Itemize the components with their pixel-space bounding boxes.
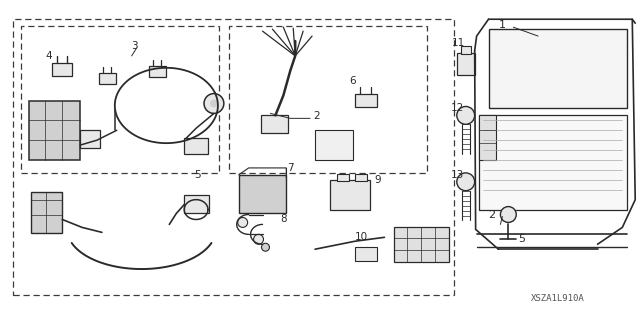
Bar bbox=[337, 174, 349, 181]
Text: 13: 13 bbox=[451, 170, 464, 180]
Text: 8: 8 bbox=[280, 214, 287, 225]
Bar bbox=[457, 53, 475, 75]
Text: 9: 9 bbox=[374, 175, 381, 185]
Bar bbox=[355, 93, 376, 108]
Text: 5: 5 bbox=[194, 170, 201, 180]
Bar bbox=[479, 115, 627, 210]
Bar bbox=[355, 247, 376, 261]
Text: 11: 11 bbox=[452, 38, 465, 48]
Bar bbox=[13, 19, 454, 295]
Bar bbox=[330, 180, 369, 210]
Bar bbox=[260, 115, 288, 133]
Text: 6: 6 bbox=[349, 76, 356, 86]
Bar bbox=[80, 130, 100, 148]
Text: 1: 1 bbox=[499, 20, 506, 30]
Bar bbox=[479, 115, 497, 160]
Circle shape bbox=[210, 100, 218, 108]
Text: 3: 3 bbox=[132, 41, 138, 51]
Bar bbox=[239, 175, 286, 212]
Bar bbox=[461, 46, 470, 54]
Bar bbox=[52, 63, 72, 76]
Text: 7: 7 bbox=[287, 163, 294, 173]
Text: 10: 10 bbox=[355, 232, 368, 242]
Circle shape bbox=[204, 93, 224, 114]
Circle shape bbox=[262, 243, 269, 251]
Circle shape bbox=[237, 218, 248, 227]
Bar bbox=[184, 138, 208, 154]
Text: 12: 12 bbox=[451, 103, 464, 114]
Bar bbox=[355, 174, 367, 181]
Bar bbox=[31, 192, 62, 234]
Bar bbox=[20, 26, 219, 173]
Text: 5: 5 bbox=[518, 234, 525, 244]
Bar bbox=[184, 195, 209, 212]
Bar bbox=[99, 73, 116, 84]
Text: 2: 2 bbox=[488, 210, 495, 219]
Bar bbox=[29, 100, 80, 160]
Bar bbox=[315, 130, 353, 160]
Bar bbox=[229, 26, 427, 173]
Circle shape bbox=[457, 173, 475, 191]
Text: XSZA1L910A: XSZA1L910A bbox=[531, 294, 585, 303]
Text: 2: 2 bbox=[313, 111, 320, 121]
Bar bbox=[394, 227, 449, 262]
Circle shape bbox=[457, 107, 475, 124]
Circle shape bbox=[500, 207, 516, 222]
Bar bbox=[150, 66, 166, 77]
Circle shape bbox=[253, 234, 264, 244]
Bar bbox=[488, 29, 627, 108]
Text: 4: 4 bbox=[45, 51, 52, 61]
